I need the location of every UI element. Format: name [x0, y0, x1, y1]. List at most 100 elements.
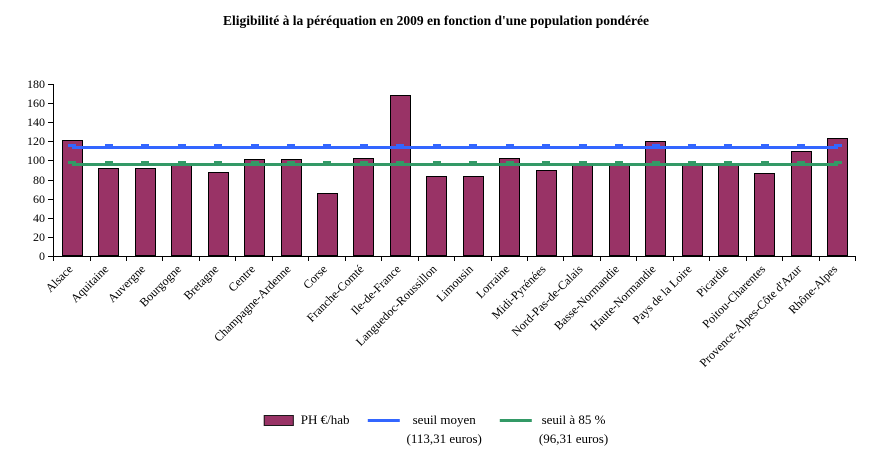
line-marker [323, 144, 332, 148]
legend-mean-text: seuil moyen (113,31 euros) [407, 412, 482, 447]
bar-Rhône-Alpes [827, 138, 849, 256]
bar-Poitou-Charentes [754, 173, 776, 256]
plot-area [53, 84, 856, 257]
y-tick [48, 141, 53, 142]
p85-line-swatch [499, 419, 532, 422]
line-marker [177, 160, 186, 164]
x-tick [198, 257, 200, 261]
line-marker [505, 144, 514, 148]
line-marker [214, 144, 222, 148]
x-tick [271, 257, 273, 261]
line-marker [250, 144, 259, 148]
bar-Languedoc-Roussillon [426, 176, 448, 256]
line-marker [177, 144, 186, 148]
line-marker [760, 160, 769, 164]
bar-Bretagne [207, 172, 229, 256]
bar-Picardie [717, 165, 739, 256]
line-marker [578, 160, 587, 164]
bar-Auvergne [134, 168, 156, 256]
y-tick [48, 84, 53, 85]
line-marker [797, 160, 806, 164]
y-tick [48, 218, 53, 219]
x-axis-label: Bretagne [180, 262, 221, 303]
y-axis-label: 80 [33, 173, 45, 187]
line-marker [797, 144, 806, 148]
bar-Pays de la Loire [681, 165, 703, 256]
line-marker [615, 160, 623, 164]
line-marker [214, 160, 222, 164]
line-marker [578, 144, 587, 148]
y-tick [48, 160, 53, 161]
line-marker [141, 144, 150, 148]
x-tick [636, 257, 638, 261]
x-tick [235, 257, 237, 261]
line-marker [396, 144, 405, 148]
legend-p85-text: seuil à 85 % (96,31 euros) [539, 412, 608, 447]
chart-title: Eligibilité à la péréquation en 2009 en … [222, 13, 650, 28]
x-tick [125, 257, 127, 261]
x-tick [672, 257, 674, 261]
bar-Corse [316, 193, 338, 256]
y-axis-label: 160 [27, 96, 45, 110]
mean-line-swatch [367, 419, 400, 422]
x-tick [818, 257, 820, 261]
threshold-line-mean [72, 146, 838, 150]
line-marker [651, 144, 660, 148]
line-marker [469, 160, 478, 164]
y-tick [48, 199, 53, 200]
line-marker [323, 160, 332, 164]
bar-Bourgogne [171, 163, 193, 256]
legend-item-mean: seuil moyen (113,31 euros) [367, 412, 482, 447]
x-axis-label: Aquitaine [68, 262, 112, 306]
y-axis-label: 180 [27, 77, 45, 91]
line-marker [688, 144, 696, 148]
y-tick [48, 237, 53, 238]
line-marker [250, 160, 259, 164]
bar-Lorraine [499, 158, 521, 256]
line-marker [104, 144, 113, 148]
x-tick [381, 257, 383, 261]
bar-Aquitaine [98, 168, 120, 256]
line-marker [505, 160, 514, 164]
line-marker [542, 144, 551, 148]
bar-Haute-Normandie [645, 141, 666, 256]
bar-Basse-Normandie [608, 163, 630, 256]
legend-bar-label: PH €/hab [300, 412, 350, 427]
line-marker [615, 144, 623, 148]
x-tick [308, 257, 310, 261]
line-marker [542, 160, 551, 164]
x-tick [745, 257, 747, 261]
x-tick [162, 257, 164, 261]
x-tick [709, 257, 711, 261]
y-axis-label: 140 [27, 115, 45, 129]
x-axis-label: Corse [300, 262, 331, 292]
y-axis-label: 0 [39, 249, 45, 263]
line-marker [287, 144, 295, 148]
y-axis-label: 120 [27, 134, 45, 148]
x-tick [526, 257, 528, 261]
legend-p85-label: seuil à 85 % [541, 412, 606, 427]
y-axis-label: 60 [33, 192, 45, 206]
y-tick [48, 122, 53, 123]
bar-Midi-Pyrénées [535, 170, 557, 256]
legend-p85-sub: (96,31 euros) [538, 431, 609, 446]
x-tick [344, 257, 346, 261]
line-marker [68, 160, 77, 164]
x-tick [563, 257, 565, 261]
line-marker [141, 160, 150, 164]
y-tick [48, 180, 53, 181]
legend-item-p85: seuil à 85 % (96,31 euros) [499, 412, 608, 447]
y-tick [48, 103, 53, 104]
line-marker [833, 144, 842, 148]
y-axis-label: 20 [33, 230, 45, 244]
line-marker [432, 144, 441, 148]
line-marker [724, 160, 733, 164]
x-tick [454, 257, 455, 261]
line-marker [651, 160, 660, 164]
bar-Centre [244, 159, 265, 256]
x-tick [53, 257, 54, 261]
threshold-line-p85 [72, 162, 838, 166]
line-marker [287, 160, 295, 164]
x-tick [782, 257, 784, 261]
x-tick [599, 257, 601, 261]
